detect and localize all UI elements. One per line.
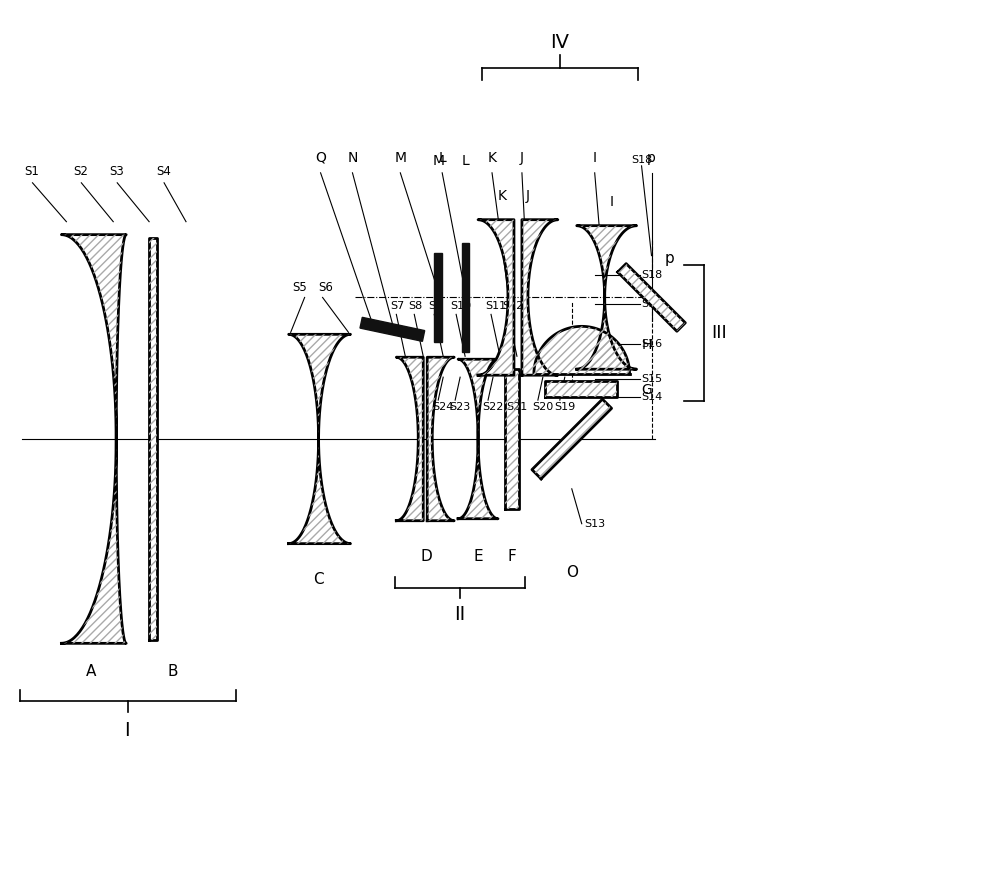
Text: A: A [86,664,96,680]
Text: F: F [508,548,516,564]
Text: S10: S10 [450,302,471,311]
Text: p: p [647,151,656,165]
Text: S15: S15 [642,375,663,384]
Text: II: II [455,606,466,625]
Text: K: K [488,151,497,165]
Text: Q: Q [315,151,326,165]
Polygon shape [534,327,630,375]
Polygon shape [396,357,423,521]
Text: G: G [642,383,652,397]
Text: M: M [432,154,444,168]
Polygon shape [149,237,157,640]
Text: C: C [313,572,324,587]
Text: S2: S2 [73,165,88,178]
Polygon shape [545,381,617,397]
Text: D: D [420,548,432,564]
Polygon shape [434,253,442,342]
Polygon shape [61,235,126,643]
Text: O: O [566,565,578,580]
Text: I: I [593,151,597,165]
Text: S18: S18 [642,269,663,280]
Text: S1: S1 [25,165,39,178]
Text: E: E [473,548,483,564]
Text: K: K [497,189,506,202]
Text: S5: S5 [293,282,307,295]
Text: S3: S3 [109,165,124,178]
Polygon shape [458,359,498,519]
Text: p: p [664,250,674,266]
Text: S4: S4 [156,165,171,178]
Text: I: I [610,195,614,209]
Text: I: I [124,721,130,740]
Text: S20: S20 [532,402,553,412]
Polygon shape [427,357,454,521]
Text: S18: S18 [632,155,653,165]
Text: IV: IV [550,33,569,52]
Text: S12: S12 [502,302,523,311]
Text: M: M [394,151,406,165]
Text: B: B [168,664,178,680]
Text: J: J [520,151,524,165]
Text: S21: S21 [506,402,527,412]
Text: N: N [347,151,358,165]
Polygon shape [478,220,514,375]
Polygon shape [462,242,469,352]
Text: S24: S24 [432,402,454,412]
Text: S13: S13 [585,519,606,528]
Text: S7: S7 [390,302,405,311]
Text: J: J [526,189,530,202]
Polygon shape [289,335,350,544]
Polygon shape [522,220,558,375]
Text: L: L [461,154,469,168]
Polygon shape [360,317,425,342]
Text: S19: S19 [554,402,575,412]
Text: L: L [438,151,446,165]
Text: S11: S11 [485,302,506,311]
Text: S9: S9 [428,302,442,311]
Text: H: H [642,338,652,352]
Text: S6: S6 [319,282,333,295]
Text: S17: S17 [642,300,663,309]
Text: S14: S14 [642,392,663,402]
Text: S8: S8 [408,302,423,311]
Polygon shape [532,399,612,479]
Text: III: III [711,324,727,342]
Polygon shape [618,263,685,331]
Text: S22: S22 [482,402,503,412]
Text: S16: S16 [642,339,663,349]
Polygon shape [505,369,519,508]
Polygon shape [577,226,637,369]
Text: S23: S23 [449,402,470,412]
